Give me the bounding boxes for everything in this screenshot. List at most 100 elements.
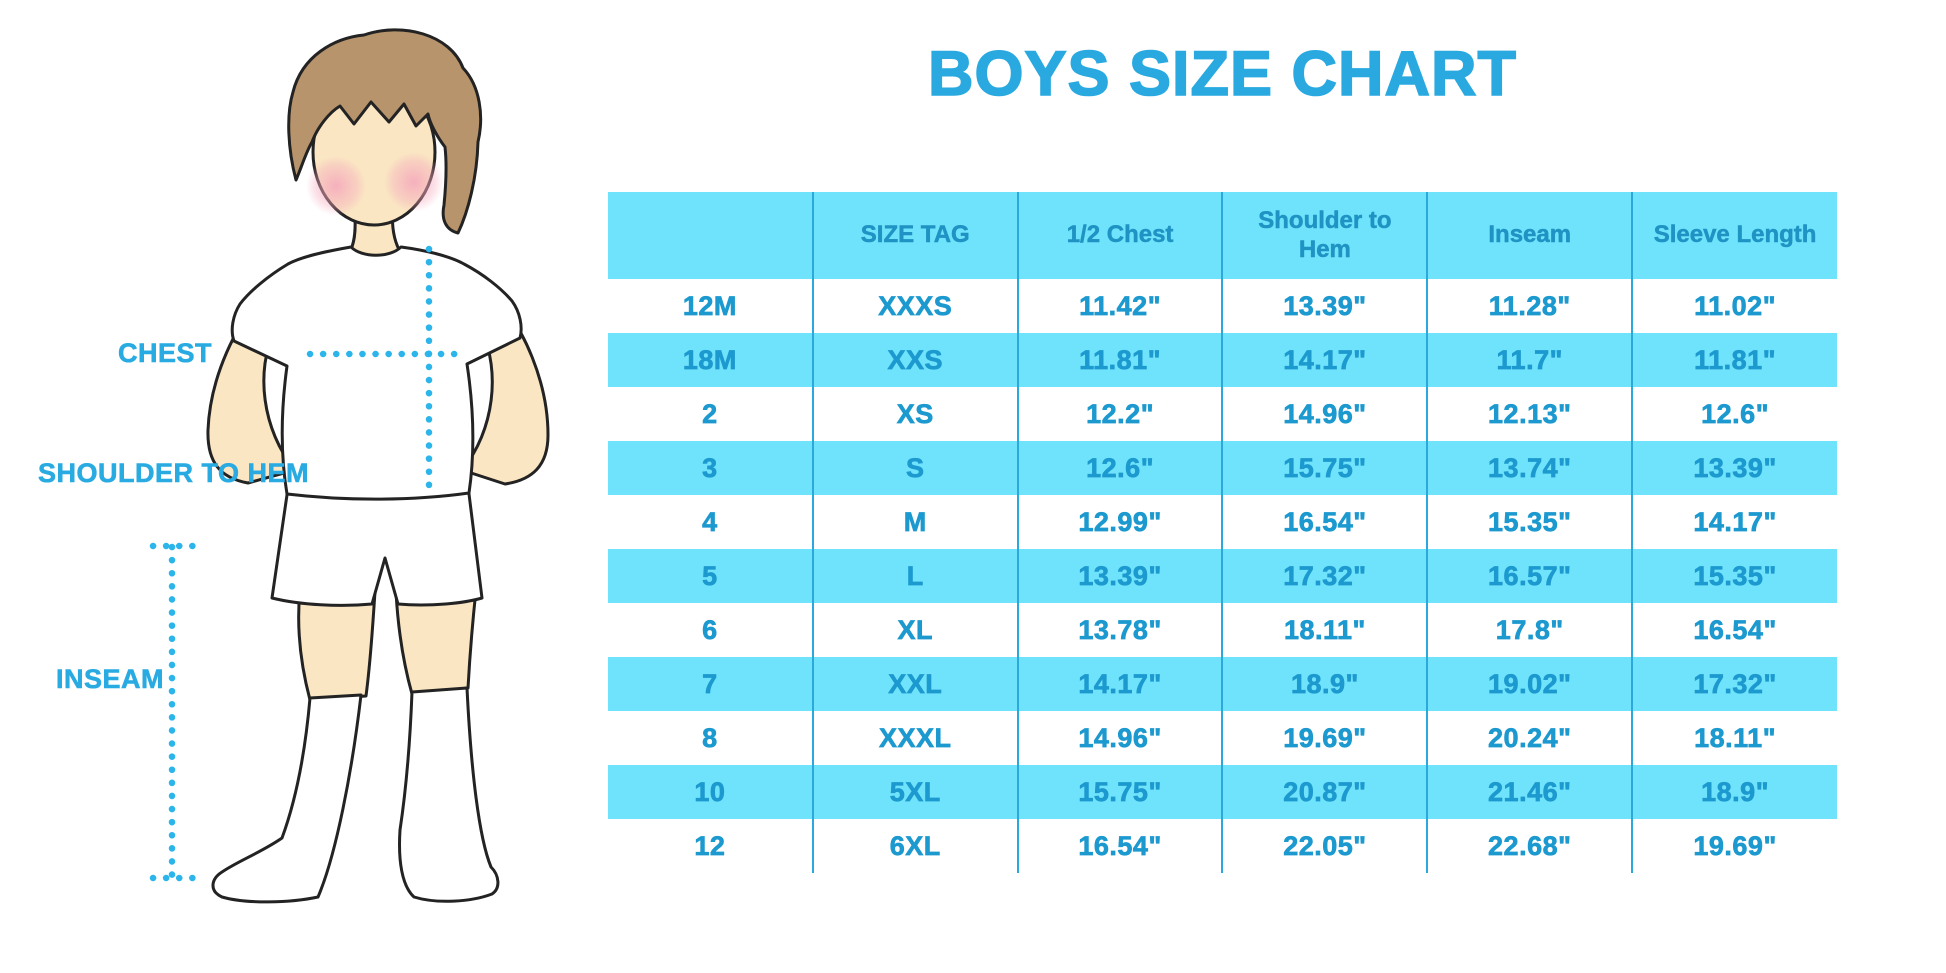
table-row: 10 5XL 15.75" 20.87" 21.46" 18.9" (608, 765, 1837, 819)
table-cell: 15.35" (1631, 549, 1837, 603)
table-cell: 16.54" (1221, 495, 1428, 549)
table-row: 5 L 13.39" 17.32" 16.57" 15.35" (608, 549, 1837, 603)
table-cell: XS (811, 387, 1018, 441)
table-cell: 18.9" (1221, 657, 1428, 711)
boy-figure: CHEST SHOULDER TO HEM INSEAM (0, 0, 580, 973)
table-row: 18M XXS 11.81" 14.17" 11.7" 11.81" (608, 333, 1837, 387)
table-cell: 12 (694, 830, 726, 861)
table-cell: 12.6" (1631, 387, 1837, 441)
table-cell: 19.69" (1221, 711, 1428, 765)
table-cell: 2 (702, 398, 718, 429)
table-cell: XXXS (811, 279, 1018, 333)
table-cell: 17.32" (1221, 549, 1428, 603)
boy-right-sock (398, 686, 500, 903)
table-cell: 13.39" (1221, 279, 1428, 333)
column-header (608, 192, 813, 279)
table-cell: 16.54" (1631, 603, 1837, 657)
table-cell: 18.11" (1631, 711, 1837, 765)
table-cell: 19.69" (1631, 819, 1837, 873)
chest-label: CHEST (118, 338, 213, 369)
boy-left-leg (297, 588, 377, 702)
table-cell: 20.87" (1221, 765, 1428, 819)
table-cell: 10 (694, 776, 726, 807)
table-cell: 12.13" (1426, 387, 1633, 441)
table-cell: 11.7" (1426, 333, 1633, 387)
table-cell: 12.6" (1016, 441, 1223, 495)
table-cell: 14.17" (1221, 333, 1428, 387)
page-title: BOYS SIZE CHART (927, 38, 1518, 110)
shoulder-to-hem-label: SHOULDER TO HEM (38, 458, 310, 489)
table-cell: XXS (811, 333, 1018, 387)
table-row: 8 XXXL 14.96" 19.69" 20.24" 18.11" (608, 711, 1837, 765)
table-cell: 14.96" (1221, 387, 1428, 441)
table-cell: 8 (702, 722, 718, 753)
table-cell: 7 (702, 668, 718, 699)
table-cell: 22.68" (1426, 819, 1633, 873)
column-header: 1/2 Chest (1016, 192, 1223, 279)
size-table: SIZE TAG 1/2 Chest Shoulder to Hem Inseam Sl… (608, 192, 1837, 873)
table-row: 12 6XL 16.54" 22.05" 22.68" 19.69" (608, 819, 1837, 873)
column-header: Sleeve Length (1631, 192, 1837, 279)
table-cell: 12.99" (1016, 495, 1223, 549)
table-row: 2 XS 12.2" 14.96" 12.13" 12.6" (608, 387, 1837, 441)
table-row: 4 M 12.99" 16.54" 15.35" 14.17" (608, 495, 1837, 549)
header-row: SIZE TAG 1/2 Chest Shoulder to Hem Inseam Sl… (608, 192, 1837, 279)
table-cell: 11.42" (1016, 279, 1223, 333)
table-cell: XXL (811, 657, 1018, 711)
table-cell: 15.35" (1426, 495, 1633, 549)
table-cell: 17.8" (1426, 603, 1633, 657)
table-cell: 20.24" (1426, 711, 1633, 765)
table-cell: 11.81" (1631, 333, 1837, 387)
table-cell: 14.96" (1016, 711, 1223, 765)
table-cell: 16.54" (1016, 819, 1223, 873)
table-cell: 12.2" (1016, 387, 1223, 441)
boy-shirt (230, 245, 523, 501)
column-header: Shoulder to Hem (1221, 192, 1428, 279)
table-row: 6 XL 13.78" 18.11" 17.8" 16.54" (608, 603, 1837, 657)
table-cell: 6 (702, 614, 718, 645)
column-header: SIZE TAG (811, 192, 1018, 279)
table-cell: 11.28" (1426, 279, 1633, 333)
inseam-label: INSEAM (56, 664, 165, 695)
table-cell: 11.02" (1631, 279, 1837, 333)
table-cell: 21.46" (1426, 765, 1633, 819)
table-cell: L (811, 549, 1018, 603)
table-cell: 11.81" (1016, 333, 1223, 387)
table-cell: 14.17" (1631, 495, 1837, 549)
table-cell: XL (811, 603, 1018, 657)
table-cell: 19.02" (1426, 657, 1633, 711)
table-cell: 3 (702, 452, 718, 483)
table-cell: 18.9" (1631, 765, 1837, 819)
table-cell: 13.39" (1631, 441, 1837, 495)
table-cell: 18M (682, 344, 737, 375)
size-table-header: SIZE TAG 1/2 Chest Shoulder to Hem Inseam Sl… (608, 192, 1837, 279)
boy-illustration (149, 28, 550, 904)
boy-right-arm (460, 290, 550, 486)
table-cell: 4 (702, 506, 718, 537)
table-cell: 17.32" (1631, 657, 1837, 711)
table-cell: XXXL (811, 711, 1018, 765)
table-row: 3 S 12.6" 15.75" 13.74" 13.39" (608, 441, 1837, 495)
table-cell: M (811, 495, 1018, 549)
table-cell: 13.74" (1426, 441, 1633, 495)
table-cell: 5XL (811, 765, 1018, 819)
boy-left-cheek (306, 156, 366, 216)
boy-hair (287, 28, 483, 235)
table-cell: 15.75" (1016, 765, 1223, 819)
boy-right-cheek (384, 152, 444, 212)
table-cell: 12M (682, 290, 737, 321)
table-cell: 22.05" (1221, 819, 1428, 873)
table-cell: 15.75" (1221, 441, 1428, 495)
boy-left-sock (211, 693, 363, 904)
table-cell: S (811, 441, 1018, 495)
size-table-body: 12M XXXS 11.42" 13.39" 11.28" 11.02" 18M XXS 11.… (608, 279, 1837, 873)
column-header: Inseam (1426, 192, 1633, 279)
table-cell: 13.78" (1016, 603, 1223, 657)
boy-left-arm (206, 288, 297, 485)
table-cell: 16.57" (1426, 549, 1633, 603)
table-cell: 5 (702, 560, 718, 591)
boy-shorts (270, 484, 484, 607)
table-row: 12M XXXS 11.42" 13.39" 11.28" 11.02" (608, 279, 1837, 333)
table-cell: 14.17" (1016, 657, 1223, 711)
